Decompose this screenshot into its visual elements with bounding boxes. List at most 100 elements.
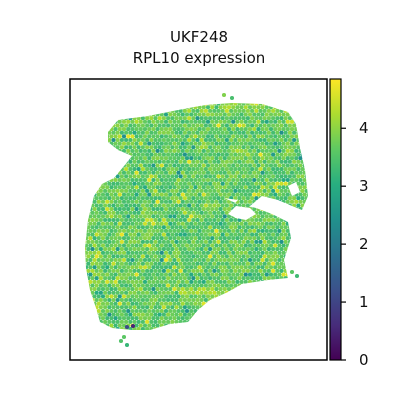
expression-spot <box>155 148 160 153</box>
expression-spot <box>96 301 101 306</box>
expression-spot <box>287 137 292 143</box>
expression-spot <box>254 254 259 259</box>
expression-spot <box>197 287 202 292</box>
expression-spot <box>105 228 110 233</box>
expression-spot <box>98 232 103 237</box>
expression-spot <box>273 127 278 132</box>
expression-spot <box>210 127 215 132</box>
expression-spot <box>208 232 213 237</box>
expression-spot <box>178 247 183 252</box>
expression-spot <box>151 214 156 219</box>
expression-spot <box>140 152 145 157</box>
expression-spot <box>157 232 162 237</box>
expression-spot <box>229 123 234 128</box>
expression-spot <box>126 257 131 263</box>
expression-spot <box>128 297 133 303</box>
expression-spot <box>159 170 164 175</box>
expression-spot <box>134 170 139 175</box>
expression-spot <box>105 308 110 314</box>
expression-spot <box>153 312 158 317</box>
expression-spot <box>172 308 177 314</box>
expression-spot <box>203 283 208 288</box>
expression-spot <box>247 192 253 197</box>
expression-spot <box>250 181 255 186</box>
expression-spot <box>159 127 164 132</box>
expression-spot <box>111 247 116 252</box>
expression-spot <box>289 269 295 275</box>
expression-spot <box>216 247 221 252</box>
expression-spot <box>98 261 103 266</box>
expression-spot <box>250 254 255 259</box>
expression-spot <box>289 156 295 161</box>
expression-spot <box>210 250 215 255</box>
expression-spot <box>205 279 211 284</box>
expression-spot <box>166 254 171 259</box>
expression-spot <box>271 261 276 266</box>
expression-spot <box>191 225 196 230</box>
expression-spot <box>168 265 173 270</box>
expression-spot <box>153 159 158 164</box>
expression-spot <box>166 174 171 179</box>
expression-spot <box>153 254 158 259</box>
expression-spot <box>142 177 148 183</box>
expression-spot <box>224 116 229 121</box>
expression-spot <box>115 297 120 303</box>
expression-spot <box>111 188 116 193</box>
expression-spot <box>275 137 280 143</box>
expression-spot <box>252 265 257 270</box>
expression-spot <box>132 297 137 303</box>
expression-spot <box>155 156 160 161</box>
expression-spot <box>197 236 202 241</box>
expression-spot <box>138 199 143 204</box>
expression-spot <box>126 170 131 175</box>
expression-spot <box>140 254 145 259</box>
expression-spot <box>195 145 200 150</box>
expression-spot <box>182 276 187 281</box>
expression-spot <box>140 290 145 295</box>
expression-spot <box>96 272 101 277</box>
expression-spot <box>176 148 181 153</box>
expression-spot <box>153 276 158 281</box>
expression-spot <box>180 221 185 226</box>
expression-spot <box>142 250 148 255</box>
expression-spot <box>153 196 158 201</box>
expression-spot <box>245 116 250 121</box>
expression-spot <box>264 250 269 255</box>
expression-spot <box>147 243 152 248</box>
expression-spot <box>233 123 238 128</box>
expression-spot <box>252 257 257 263</box>
expression-spot <box>121 308 127 314</box>
expression-spot <box>262 145 267 150</box>
expression-spot <box>163 265 169 270</box>
expression-spot <box>247 221 253 226</box>
expression-spot <box>172 301 177 306</box>
expression-spot <box>203 188 208 193</box>
expression-spot <box>199 137 204 143</box>
expression-spot <box>266 152 271 157</box>
expression-spot <box>180 207 185 212</box>
expression-spot <box>205 294 211 299</box>
expression-spot <box>182 297 187 303</box>
expression-spot <box>168 141 173 146</box>
expression-spot <box>260 272 265 277</box>
expression-spot <box>128 145 133 150</box>
expression-spot <box>273 243 278 248</box>
expression-spot <box>197 112 202 117</box>
expression-spot <box>107 261 112 266</box>
expression-spot <box>210 112 215 117</box>
expression-spot <box>155 119 160 124</box>
expression-spot <box>138 127 143 132</box>
expression-spot <box>178 123 183 128</box>
expression-spot <box>155 207 160 212</box>
expression-spot <box>184 287 190 292</box>
expression-spot <box>195 290 200 295</box>
expression-spot <box>241 181 246 186</box>
expression-spot <box>147 127 152 132</box>
expression-spot <box>302 185 307 190</box>
expression-spot <box>250 116 255 121</box>
expression-spot <box>187 225 192 230</box>
expression-spot <box>153 217 158 223</box>
expression-spot <box>187 210 192 215</box>
expression-spot <box>279 123 284 128</box>
